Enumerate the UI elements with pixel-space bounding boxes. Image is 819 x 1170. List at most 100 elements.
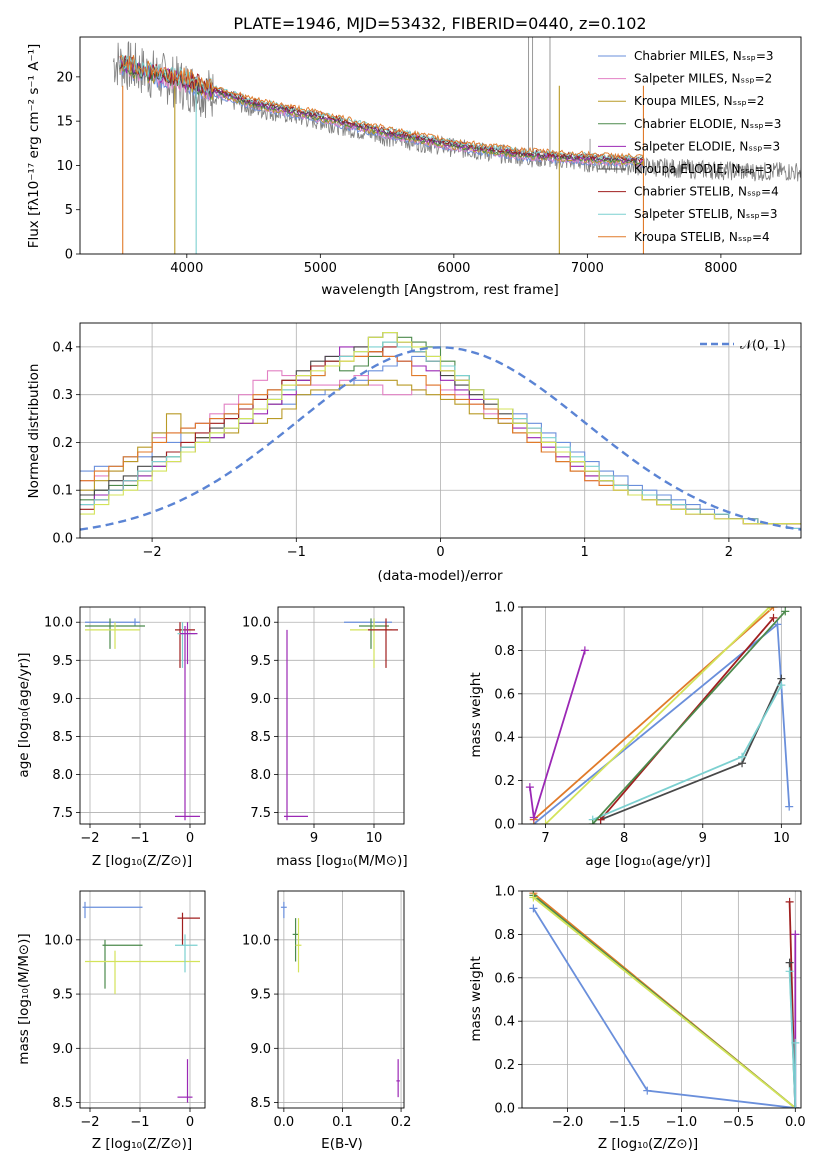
age_Z-xtick-label: −2 <box>80 831 99 846</box>
mass-weight-marker <box>529 813 538 822</box>
age_Z-xtick-label: 0 <box>186 831 194 846</box>
weight_age-ytick-label: 0.0 <box>494 818 515 833</box>
mass_ebv-ytick-label: 8.5 <box>250 1096 271 1111</box>
weight_age-ytick-label: 0.4 <box>494 731 515 746</box>
spectrum-xtick-label: 6000 <box>437 261 470 276</box>
weight_Z-ytick-label: 1.0 <box>494 885 515 900</box>
mass_Z-frame <box>79 890 206 1109</box>
weight_age-ytick-label: 0.8 <box>494 644 515 659</box>
mass_Z-xtick-label: 0 <box>186 1115 194 1130</box>
residual-histogram-step <box>80 332 801 525</box>
weight_Z-frame <box>521 890 802 1109</box>
mass-weight-marker <box>765 607 774 611</box>
model-spectrum-line <box>119 54 644 160</box>
ageZ-ylabel: age [log₁₀(age/yr)] <box>16 652 32 777</box>
mass_ebv-ytick-label: 9.0 <box>250 1042 271 1057</box>
mass_ebv-frame <box>277 890 405 1109</box>
figure-title: PLATE=1946, MJD=53432, FIBERID=0440, z=0… <box>233 14 646 33</box>
age_mass-plot-area <box>284 618 398 821</box>
spectrum-legend: Chabrier MILES, Nₛₛₚ=3 Salpeter MILES, Nₛ… <box>598 49 781 244</box>
legend-entry: Kroupa ELODIE, Nₛₛₚ=3 <box>634 162 772 176</box>
weight_Z-ytick-label: 0.4 <box>494 1015 515 1030</box>
weight_age-xtick-label: 7 <box>541 831 549 846</box>
mass_Z-xtick-label: −1 <box>130 1115 149 1130</box>
mass-weight-marker <box>785 958 794 967</box>
weight_Z-xtick-label: −1.0 <box>666 1115 698 1130</box>
spectrum-xlabel: wavelength [Angstrom, rest frame] <box>321 282 559 298</box>
mass-weight-marker <box>769 613 778 622</box>
weight_age-xtick-label: 9 <box>699 831 707 846</box>
age-vs-metallicity-panel: −2 −1 0 7.5 8.0 8.5 9.0 9.5 10.0 <box>44 606 206 846</box>
weight_Z-xtick-label: −1.5 <box>609 1115 641 1130</box>
legend-entry: Kroupa MILES, Nₛₛₚ=2 <box>634 94 764 108</box>
legend-entry: Chabrier MILES, Nₛₛₚ=3 <box>634 49 774 63</box>
residuals-ytick-label: 0.1 <box>52 484 73 499</box>
model-spectrum-line <box>119 58 644 165</box>
mass-weight-marker <box>529 893 538 902</box>
age_mass-frame <box>277 606 405 825</box>
weight_Z-ytick-label: 0.6 <box>494 971 515 986</box>
legend-entry: Kroupa STELIB, Nₛₛₚ=4 <box>634 230 770 244</box>
wAge-xlabel: age [log₁₀(age/yr)] <box>585 853 710 869</box>
legend-entry: Salpeter ELODIE, Nₛₛₚ=3 <box>634 139 780 153</box>
residuals-xtick-label: 0 <box>436 545 444 560</box>
spectrum-xtick-label: 8000 <box>704 261 737 276</box>
weight-vs-age-panel: 7 8 9 10 0.0 0.2 0.4 0.6 0.8 1.0 <box>494 601 802 846</box>
mass-weight-marker <box>785 897 794 906</box>
residuals-xtick-label: −1 <box>287 545 306 560</box>
mass-weight-marker <box>738 752 747 761</box>
residuals-ytick-label: 0.3 <box>52 388 73 403</box>
age-vs-mass-panel: 9 10 7.5 8.0 8.5 9.0 9.5 10.0 <box>242 606 405 846</box>
spectrum-ytick-label: 10 <box>56 159 73 174</box>
weight_age-frame <box>521 606 802 825</box>
mass-weight-marker <box>785 967 794 976</box>
mass_Z-ytick-label: 9.0 <box>52 1042 73 1057</box>
wZ-xlabel: Z [log₁₀(Z/Z⊙)] <box>598 1136 698 1152</box>
ageM-xlabel: mass [log₁₀(M/M⊙)] <box>276 853 407 869</box>
age_mass-ytick-label: 8.0 <box>250 768 271 783</box>
mass-weight-marker <box>777 681 786 690</box>
legend-entry: Chabrier ELODIE, Nₛₛₚ=3 <box>634 117 781 131</box>
age_mass-xtick-label: 9 <box>310 831 318 846</box>
mass_Z-ytick-label: 10.0 <box>44 933 73 948</box>
mZ-xlabel: Z [log₁₀(Z/Z⊙)] <box>92 1136 192 1152</box>
gaussian-legend-label: 𝒩(0, 1) <box>740 337 786 352</box>
age_Z-ytick-label: 9.5 <box>52 654 73 669</box>
mass_ebv-ytick-label: 9.5 <box>250 988 271 1003</box>
spectrum-ytick-label: 20 <box>56 70 73 85</box>
mass_Z-ytick-label: 9.5 <box>52 988 73 1003</box>
mass-weight-marker <box>529 904 538 913</box>
mass-weight-marker <box>580 646 589 655</box>
residuals-ytick-label: 0.4 <box>52 340 73 355</box>
weight_Z-plot-area <box>529 891 800 1108</box>
weight_age-ytick-label: 0.6 <box>494 687 515 702</box>
mass-weight-marker <box>785 802 794 811</box>
weight_age-plot-area <box>525 607 794 824</box>
mass_Z-ytick-label: 8.5 <box>52 1096 73 1111</box>
mass-weight-marker <box>541 820 550 824</box>
weight_Z-xtick-label: −0.5 <box>723 1115 755 1130</box>
age_Z-ytick-label: 10.0 <box>44 616 73 631</box>
spectrum-xtick-label: 7000 <box>571 261 604 276</box>
gaussian-reference-curve <box>80 346 801 531</box>
age_mass-ytick-label: 7.5 <box>250 806 271 821</box>
mass-weight-marker <box>773 620 782 629</box>
residuals-xlabel: (data-model)/error <box>377 568 503 584</box>
mass-weight-marker <box>588 820 597 824</box>
mass_ebv-xtick-label: 0.0 <box>274 1115 295 1130</box>
residuals-xtick-label: 2 <box>725 545 733 560</box>
mass-weight-marker <box>791 1104 800 1108</box>
mass-weight-marker <box>781 607 790 616</box>
weight_age-xtick-label: 10 <box>773 831 790 846</box>
weight_Z-ytick-label: 0.0 <box>494 1102 515 1117</box>
weight_age-ytick-label: 1.0 <box>494 601 515 616</box>
mass-weight-marker <box>791 1038 800 1047</box>
legend-entry: Chabrier STELIB, Nₛₛₚ=4 <box>634 185 779 199</box>
age_Z-ytick-label: 8.5 <box>52 730 73 745</box>
weight_Z-xtick-label: 0.0 <box>785 1115 806 1130</box>
age_mass-ytick-label: 8.5 <box>250 730 271 745</box>
age_Z-frame <box>79 606 206 825</box>
age_Z-plot-area <box>85 618 200 821</box>
spectrum-xtick-label: 4000 <box>170 261 203 276</box>
spectrum-ytick-label: 15 <box>56 115 73 130</box>
